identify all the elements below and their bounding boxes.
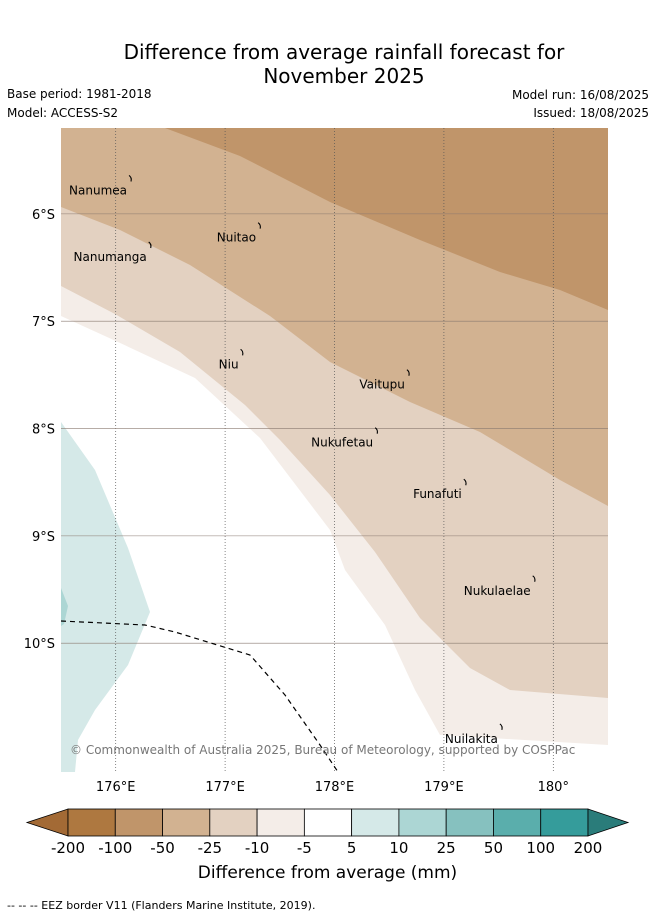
rainfall-anomaly-field: [61, 128, 608, 772]
axis-tick-labels: 176°E 177°E 178°E 179°E 180° 6°S 7°S 8°S 9°S 10°S: [24, 208, 569, 795]
colorbar-tick-label: 25: [437, 839, 456, 857]
rainfall-map: Nanumea Nuitao Nanumanga Niu Vaitupu Nukufeta…: [24, 128, 630, 857]
lon-tick-label: 180°: [538, 780, 569, 795]
island-outline: [499, 723, 503, 731]
colorbar-tick-label: -100: [98, 839, 132, 857]
lat-tick-label: 6°S: [32, 208, 55, 223]
model-name-text: Model: ACCESS-S2: [7, 106, 119, 120]
island-label: Nanumea: [69, 183, 127, 197]
colorbar-extend-high: [587, 808, 630, 837]
lon-tick-label: 178°E: [315, 780, 355, 795]
island-outline: [257, 222, 261, 229]
colorbar-tick-label: -200: [51, 839, 85, 857]
eez-legend-note: -- -- -- EEZ border V11 (Flanders Marine…: [7, 899, 316, 912]
lon-tick-label: 176°E: [96, 780, 136, 795]
colorbar-swatch: [256, 808, 305, 837]
colorbar-swatch: [114, 808, 163, 837]
island-label: Nukulaelae: [464, 584, 531, 598]
colorbar-tick-label: 100: [526, 839, 555, 857]
lon-tick-label: 179°E: [424, 780, 464, 795]
colorbar-swatch: [209, 808, 258, 837]
island-label: Nuitao: [217, 231, 256, 245]
colorbar-swatch: [493, 808, 542, 837]
colorbar-tick-label: -10: [245, 839, 270, 857]
colorbar-title: Difference from average (mm): [197, 863, 458, 883]
colorbar-swatch: [540, 808, 589, 837]
lat-tick-label: 9°S: [32, 530, 55, 545]
colorbar-tick-label: 50: [484, 839, 503, 857]
island-outline: [463, 478, 467, 486]
lat-tick-label: 8°S: [32, 423, 55, 438]
colorbar-swatch: [351, 808, 400, 837]
colorbar-tick-label: -25: [198, 839, 223, 857]
island-outline: [148, 241, 152, 249]
island-outline: [240, 348, 244, 356]
colorbar-swatch: [303, 808, 353, 837]
island-outline: [128, 174, 132, 182]
island-label: Funafuti: [413, 487, 462, 501]
region-plus-5-to-plus-10: [61, 422, 150, 772]
eez-border: [60, 620, 339, 773]
colorbar: -200 -100 -50 -25 -10 -5 5 10 25 50 100 200: [25, 808, 630, 857]
title-line-2: November 2025: [263, 64, 425, 88]
issued-date-text: Issued: 18/08/2025: [533, 106, 649, 120]
island-label: Nanumanga: [74, 250, 147, 264]
lat-tick-label: 7°S: [32, 315, 55, 330]
colorbar-swatch: [398, 808, 447, 837]
copyright-notice: © Commonwealth of Australia 2025, Bureau…: [70, 743, 575, 757]
colorbar-swatch: [162, 808, 211, 837]
map-gridlines: [61, 128, 608, 772]
colorbar-tick-label: -5: [297, 839, 312, 857]
island-label: Vaitupu: [359, 378, 405, 392]
colorbar-swatch: [67, 808, 116, 837]
colorbar-tick-label: 10: [389, 839, 408, 857]
title-line-1: Difference from average rainfall forecas…: [123, 40, 565, 64]
lon-tick-label: 177°E: [205, 780, 245, 795]
colorbar-tick-label: -50: [150, 839, 175, 857]
island-label: Niu: [219, 357, 239, 371]
island-label: Nuilakita: [445, 732, 498, 746]
model-run-text: Model run: 16/08/2025: [511, 88, 649, 102]
region-plus-10-to-plus-25: [61, 588, 68, 626]
island-labels: Nanumea Nuitao Nanumanga Niu Vaitupu Nukufeta…: [69, 174, 536, 746]
colorbar-extend-low: [25, 808, 69, 837]
base-period-text: Base period: 1981-2018: [7, 87, 152, 101]
island-outline: [406, 369, 410, 376]
island-outline: [374, 427, 378, 434]
colorbar-swatch: [445, 808, 494, 837]
island-outline: [532, 575, 536, 582]
colorbar-tick-label: 200: [574, 839, 603, 857]
colorbar-tick-label: 5: [347, 839, 357, 857]
region-minus-100-to-minus-50: [165, 128, 608, 310]
lat-tick-label: 10°S: [24, 637, 55, 652]
island-label: Nukufetau: [311, 436, 373, 450]
map-title: Difference from average rainfall forecas…: [0, 40, 655, 88]
